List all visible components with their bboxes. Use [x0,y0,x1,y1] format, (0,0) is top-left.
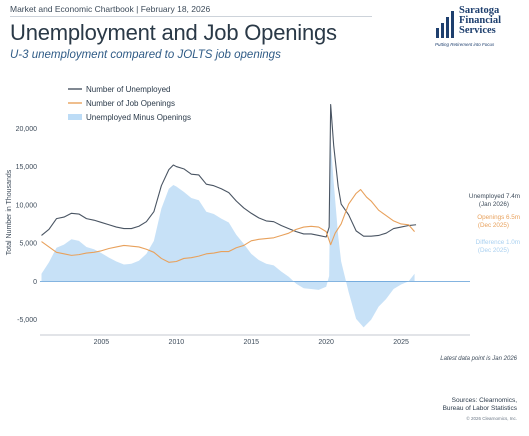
x-tick-label: 2010 [169,339,185,346]
y-tick-label: 20,000 [16,126,38,133]
y-tick-label: 5,000 [19,241,37,248]
copyright: © 2026 Clearnomics, Inc. [466,416,517,421]
y-tick-label: 15,000 [16,164,38,171]
y-tick-label: 10,000 [16,202,38,209]
end-label-value: Openings 6.5m [477,214,520,221]
page-title: Unemployment and Job Openings [10,20,337,45]
series-line-openings [41,188,415,263]
end-label-date: (Dec 2025) [478,247,509,254]
logo-bars-icon [436,11,454,38]
header-divider [10,16,372,17]
x-tick-label: 2025 [393,339,409,346]
legend-swatch-difference [68,114,82,120]
sources: Sources: Clearnomics, Bureau of Labor St… [443,397,517,413]
y-tick-label: -5,000 [17,317,37,324]
series-area-difference [41,141,415,328]
logo-line-3: Services [459,25,496,36]
logo-wordmark: Saratoga Financial Services [459,5,502,36]
sources-line-2: Bureau of Labor Statistics [442,405,517,412]
data-note: Latest data point is Jan 2026 [440,356,517,362]
end-label-value: Unemployed 7.4m [469,193,520,200]
y-axis-title: Total Number in Thousands [6,169,13,255]
y-tick-label: 0 [33,279,37,286]
logo-line-2: Financial [459,15,502,26]
legend-label: Number of Unemployed [86,85,170,94]
sources-line-1: Sources: Clearnomics, [451,397,517,404]
dateline: Market and Economic Chartbook | February… [10,4,211,14]
series-line-unemployed [41,104,417,238]
page-subtitle: U-3 unemployment compared to JOLTS job o… [10,49,281,61]
logo-tagline: Putting Retirement into Focus [435,42,495,47]
legend-label: Number of Job Openings [86,99,175,108]
legend-label: Unemployed Minus Openings [86,113,191,122]
end-label-date: (Jan 2026) [479,201,509,208]
x-tick-label: 2005 [94,339,110,346]
x-tick-label: 2015 [243,339,259,346]
x-tick-label: 2020 [318,339,334,346]
end-label-date: (Dec 2025) [478,222,509,229]
company-logo: Saratoga Financial Services Putting Reti… [435,5,527,52]
end-label-value: Difference 1.0m [476,239,520,246]
logo-line-1: Saratoga [459,5,500,16]
